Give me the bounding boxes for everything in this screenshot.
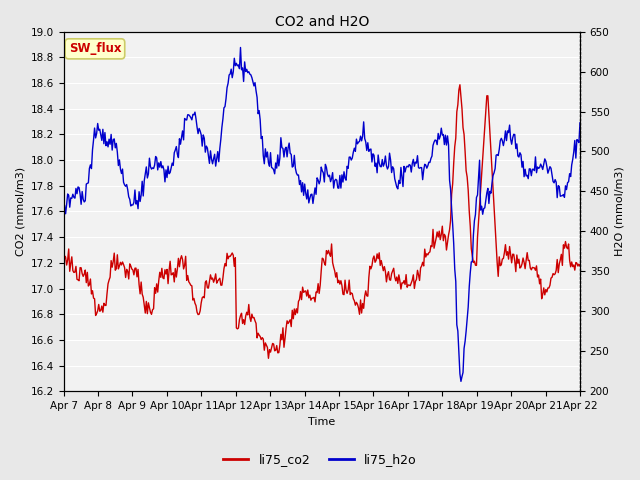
li75_co2 xyxy=(576,263,584,269)
li75_h2o xyxy=(485,201,493,206)
li75_h2o xyxy=(368,159,376,165)
Title: CO2 and H2O: CO2 and H2O xyxy=(275,15,369,29)
Y-axis label: H2O (mmol/m3): H2O (mmol/m3) xyxy=(615,167,625,256)
li75_h2o xyxy=(306,195,314,201)
li75_h2o xyxy=(457,379,465,384)
Legend: li75_co2, li75_h2o: li75_co2, li75_h2o xyxy=(218,448,422,471)
li75_co2 xyxy=(264,355,272,361)
li75_co2 xyxy=(456,82,464,88)
Line: li75_h2o: li75_h2o xyxy=(63,48,580,382)
li75_h2o xyxy=(566,171,573,177)
Line: li75_co2: li75_co2 xyxy=(63,85,580,358)
li75_co2 xyxy=(306,292,314,298)
li75_h2o xyxy=(309,201,317,206)
X-axis label: Time: Time xyxy=(308,417,335,427)
li75_co2 xyxy=(309,295,317,301)
li75_co2 xyxy=(566,257,573,263)
li75_h2o xyxy=(237,45,244,50)
li75_co2 xyxy=(368,263,376,269)
li75_h2o xyxy=(340,169,348,175)
Text: SW_flux: SW_flux xyxy=(68,42,121,55)
li75_co2 xyxy=(60,267,67,273)
li75_h2o xyxy=(576,120,584,126)
li75_co2 xyxy=(340,292,348,298)
Y-axis label: CO2 (mmol/m3): CO2 (mmol/m3) xyxy=(15,167,25,256)
li75_h2o xyxy=(60,205,67,211)
li75_co2 xyxy=(485,111,493,117)
